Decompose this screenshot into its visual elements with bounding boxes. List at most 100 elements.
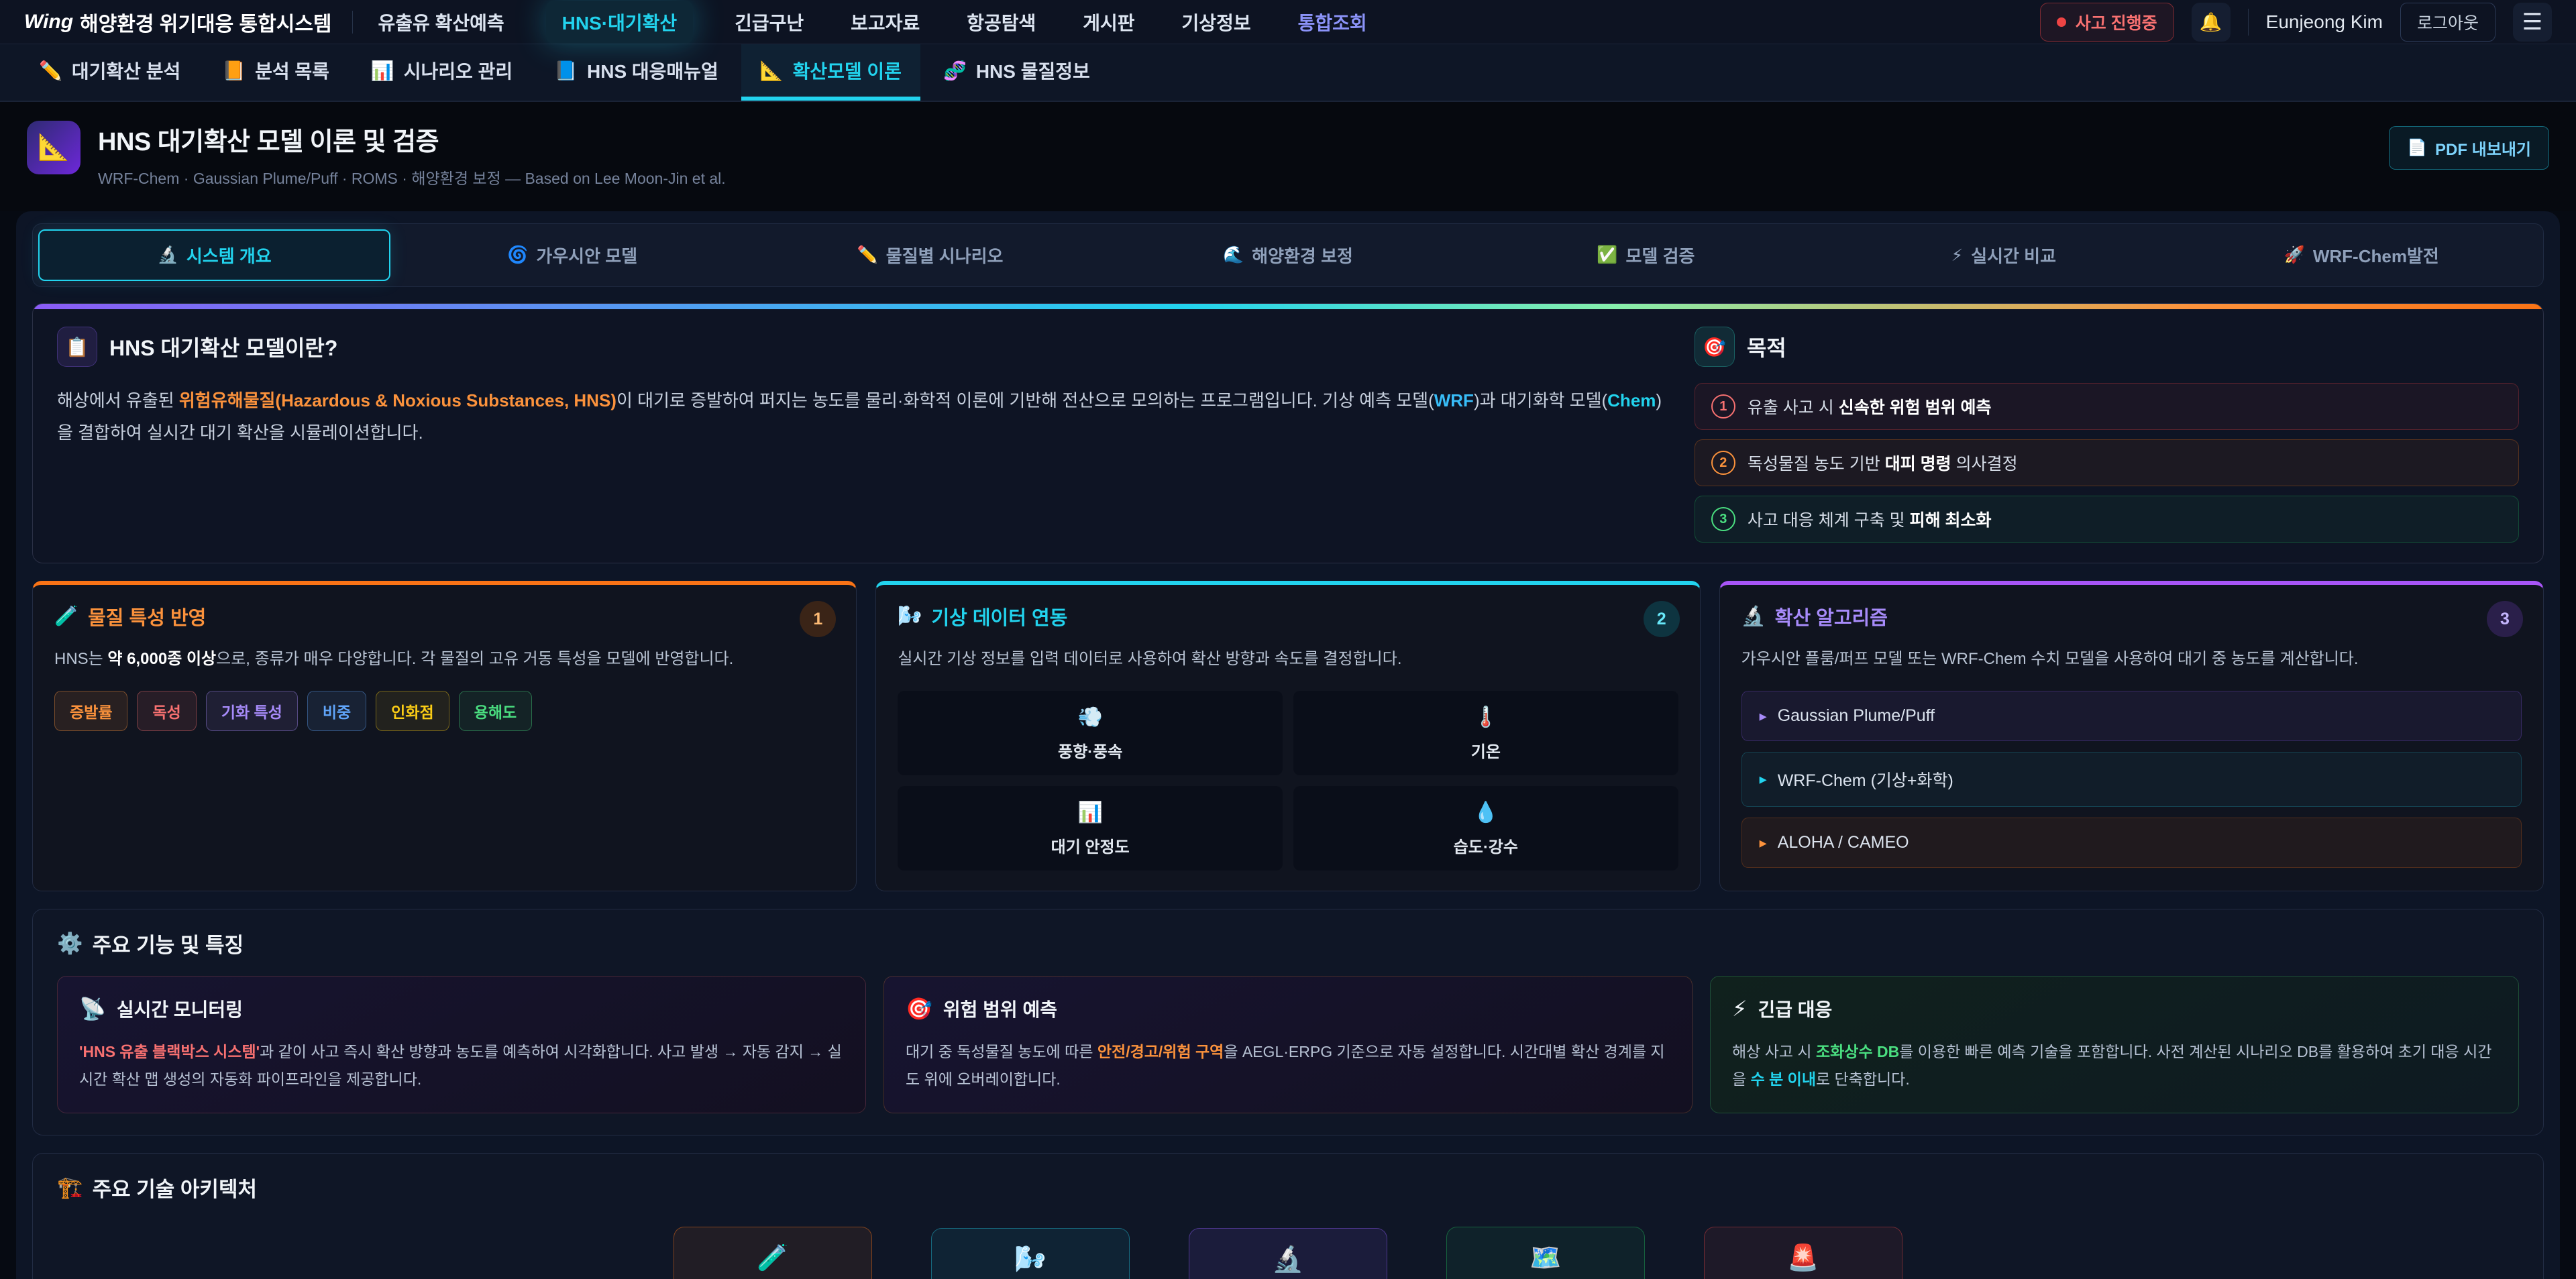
property-tag-list: 증발률 독성 기화 특성 비중 인화점 용해도 — [54, 691, 835, 731]
algo-wrfchem: ▸ WRF-Chem (기상+화학) — [1741, 752, 2522, 807]
subtab-diffusion-analysis[interactable]: ✏️ 대기확산 분석 — [20, 44, 199, 101]
risk-prediction-card: 🎯 위험 범위 예측 대기 중 독성물질 농도에 따른 안전/경고/위험 구역을… — [883, 976, 1693, 1113]
step-number-badge: 1 — [800, 601, 837, 637]
tile-stability: 📊 대기 안정도 — [898, 786, 1283, 871]
triangle-bullet-icon: ▸ — [1759, 834, 1767, 851]
monitoring-card-title: 📡 실시간 모니터링 — [79, 997, 243, 1021]
incident-status-badge[interactable]: 사고 진행중 — [2039, 2, 2174, 42]
microscope-icon: 🔬 — [1272, 1245, 1304, 1274]
tab-marine-correction[interactable]: 🌊 해양환경 보정 — [1112, 229, 1464, 281]
wing-logo: Wing — [24, 10, 74, 33]
algo-aloha: ▸ ALOHA / CAMEO — [1741, 818, 2522, 868]
purpose-item-1: 1 유출 사고 시 신속한 위험 범위 예측 — [1694, 383, 2519, 430]
satellite-antenna-icon: 📡 — [79, 997, 106, 1021]
subtab-label: HNS 대응매뉴얼 — [587, 61, 718, 82]
world-map-icon: 🗺️ — [1529, 1243, 1562, 1272]
number-badge: 1 — [1711, 394, 1735, 419]
tab-realtime-comparison[interactable]: ⚡ 실시간 비교 — [1827, 229, 2180, 281]
tab-label: 해양환경 보정 — [1252, 246, 1353, 266]
purpose-item-text: 독성물질 농도 기반 대피 명령 의사결정 — [1747, 455, 2018, 474]
purpose-item-text: 유출 사고 시 신속한 위험 범위 예측 — [1747, 398, 1992, 417]
notebook-icon: 📙 — [222, 60, 246, 81]
page-header: 📐 HNS 대기확산 모델 이론 및 검증 WRF-Chem · Gaussia… — [0, 102, 2576, 211]
rocket-icon: 🚀 — [2284, 245, 2305, 264]
model-definition-card: 📋 HNS 대기확산 모델이란? 해상에서 유출된 위험유해물질(Hazardo… — [57, 327, 1665, 543]
building-construction-icon: 🏗️ — [57, 1175, 83, 1199]
intro-section: 📋 HNS 대기확산 모델이란? 해상에서 유출된 위험유해물질(Hazardo… — [32, 303, 2544, 563]
pdf-export-label: PDF 내보내기 — [2435, 141, 2531, 159]
nav-item-weather[interactable]: 기상정보 — [1181, 12, 1251, 34]
tab-label: 실시간 비교 — [1971, 246, 2057, 266]
subtab-label: 분석 목록 — [255, 61, 329, 82]
tab-substance-scenarios[interactable]: ✏️ 물질별 시나리오 — [754, 229, 1106, 281]
risk-card-title: 🎯 위험 범위 예측 — [906, 997, 1057, 1021]
page-header-text: HNS 대기확산 모델 이론 및 검증 WRF-Chem · Gaussian … — [98, 121, 726, 188]
section-tab-bar: 🔬 시스템 개요 🌀 가우시안 모델 ✏️ 물질별 시나리오 🌊 해양환경 보정… — [32, 223, 2544, 287]
subtab-label: 대기확산 분석 — [71, 61, 181, 82]
emergency-response-card: ⚡ 긴급 대응 해상 사고 시 조화상수 DB를 이용한 빠른 예측 기술을 포… — [1710, 976, 2519, 1113]
ruler-icon: 📐 — [759, 60, 784, 81]
purpose-title: 목적 — [1746, 336, 1786, 360]
subtab-scenario-management[interactable]: 📊 시나리오 관리 — [352, 44, 531, 101]
pencil-icon: ✏️ — [39, 60, 62, 81]
topnav-right-group: 사고 진행중 🔔 Eunjeong Kim 로그아웃 ☰ — [2039, 2, 2552, 42]
subtab-hns-manual[interactable]: 📘 HNS 대응매뉴얼 — [535, 44, 737, 101]
triangle-bullet-icon: ▸ — [1759, 707, 1767, 724]
user-divider — [2247, 8, 2249, 36]
subtab-hns-substance-info[interactable]: 🧬 HNS 물질정보 — [924, 44, 1109, 101]
wind-icon: 🌬️ — [898, 606, 922, 627]
subtab-label: 시나리오 관리 — [403, 61, 513, 82]
diffusion-algorithm-card: 🔬 확산 알고리즘 3 가우시안 플룸/퍼프 모델 또는 WRF-Chem 수치… — [1719, 581, 2544, 891]
architecture-title: 🏗️ 주요 기술 아키텍처 — [57, 1175, 257, 1201]
material-card-text: HNS는 약 6,000종 이상으로, 종류가 매우 다양합니다. 각 물질의 … — [54, 650, 734, 668]
nav-item-integrated-search[interactable]: 통합조회 — [1297, 12, 1367, 34]
number-badge: 2 — [1711, 451, 1735, 475]
tag-flash-point: 인화점 — [376, 691, 449, 731]
algo-gaussian: ▸ Gaussian Plume/Puff — [1741, 691, 2522, 741]
emergency-card-title: ⚡ 긴급 대응 — [1732, 997, 1833, 1021]
notification-button[interactable]: 🔔 — [2191, 2, 2231, 42]
pdf-export-button[interactable]: 📄 PDF 내보내기 — [2389, 126, 2549, 170]
chem-highlight: Chem — [1607, 390, 1656, 410]
tab-system-overview[interactable]: 🔬 시스템 개요 — [38, 229, 391, 281]
menu-button[interactable]: ☰ — [2513, 2, 2552, 42]
wave-icon: 🌊 — [1223, 245, 1244, 264]
thermometer-icon: 🌡️ — [1473, 706, 1499, 728]
tab-label: 물질별 시나리오 — [885, 246, 1004, 266]
lightning-icon: ⚡ — [1732, 997, 1748, 1021]
microscope-icon: 🔬 — [1741, 606, 1766, 627]
subtab-model-theory[interactable]: 📐 확산모델 이론 — [741, 44, 920, 101]
flow-hns-db: 🧪 HNS 물질 DB 6,000+ 물질 — [674, 1226, 872, 1279]
nav-item-board[interactable]: 게시판 — [1083, 12, 1135, 34]
nav-item-rescue[interactable]: 긴급구난 — [735, 12, 804, 34]
tab-label: 모델 검증 — [1625, 246, 1695, 266]
nav-item-aerial-search[interactable]: 항공탐색 — [967, 12, 1036, 34]
purpose-card-header: 🎯 목적 — [1694, 327, 2519, 367]
tab-gaussian-model[interactable]: 🌀 가우시안 모델 — [396, 229, 748, 281]
flow-arrow-icon: → — [1146, 1275, 1173, 1279]
tab-wrfchem-evolution[interactable]: 🚀 WRF-Chem발전 — [2186, 229, 2538, 281]
algorithm-card-title: 🔬 확산 알고리즘 — [1741, 606, 1888, 629]
logout-button[interactable]: 로그아웃 — [2400, 2, 2496, 42]
purpose-item-2: 2 독성물질 농도 기반 대피 명령 의사결정 — [1694, 439, 2519, 486]
page-header-icon: 📐 — [27, 121, 80, 174]
top-navigation-bar: Wing 해양환경 위기대응 통합시스템 유출유 확산예측 HNS·대기확산 긴… — [0, 0, 2576, 44]
nav-item-oil-spill[interactable]: 유출유 확산예측 — [378, 12, 504, 34]
page-subtitle: WRF-Chem · Gaussian Plume/Puff · ROMS · … — [98, 170, 726, 187]
flow-decision: 🚨 대응 의사결정 대피·방제 명령 — [1704, 1226, 1902, 1279]
architecture-flow: 🧪 HNS 물질 DB 6,000+ 물질 → 🌬️ 기상 데이터 KMA / … — [57, 1226, 2519, 1279]
tab-model-validation[interactable]: ✅ 모델 검증 — [1470, 229, 1822, 281]
capabilities-section: ⚙️ 주요 기능 및 특징 📡 실시간 모니터링 'HNS 유출 블랙박스 시스… — [32, 909, 2544, 1135]
brand-title: 해양환경 위기대응 통합시스템 — [80, 13, 332, 36]
brand-logo[interactable]: Wing 해양환경 위기대응 통합시스템 — [24, 7, 332, 37]
nav-item-reports[interactable]: 보고자료 — [851, 12, 920, 34]
subtab-analysis-list[interactable]: 📙 분석 목록 — [203, 44, 348, 101]
test-tube-icon: 🧪 — [54, 606, 79, 627]
droplet-icon: 💧 — [1473, 801, 1499, 824]
flow-arrow-icon: → — [1403, 1275, 1430, 1279]
cyclone-icon: 🌀 — [507, 245, 529, 264]
feature-cards-row: 🧪 물질 특성 반영 1 HNS는 약 6,000종 이상으로, 종류가 매우 … — [32, 581, 2544, 891]
nav-item-hns-diffusion[interactable]: HNS·대기확산 — [545, 0, 694, 44]
weather-card-text: 실시간 기상 정보를 입력 데이터로 사용하여 확산 방향과 속도를 결정합니다… — [898, 650, 1402, 668]
realtime-monitoring-card: 📡 실시간 모니터링 'HNS 유출 블랙박스 시스템'과 같이 사고 즉시 확… — [57, 976, 866, 1113]
